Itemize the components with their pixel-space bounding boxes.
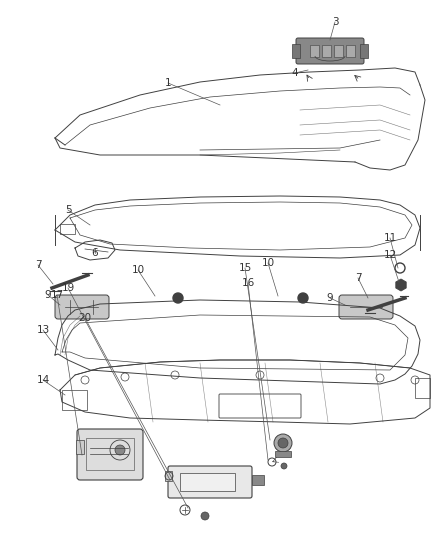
Text: 10: 10: [131, 265, 145, 275]
FancyBboxPatch shape: [296, 38, 364, 64]
Text: 17: 17: [50, 290, 64, 300]
Circle shape: [201, 512, 209, 520]
Text: 9: 9: [45, 290, 51, 300]
Bar: [346, 45, 355, 57]
Bar: [322, 45, 331, 57]
Circle shape: [115, 445, 125, 455]
Bar: [86, 438, 134, 470]
Text: 15: 15: [238, 263, 251, 273]
Text: 16: 16: [241, 278, 254, 288]
FancyBboxPatch shape: [168, 466, 252, 498]
Bar: [292, 44, 300, 58]
Bar: [415, 378, 430, 398]
Text: 4: 4: [292, 68, 298, 78]
Bar: [76, 440, 84, 454]
Text: 7: 7: [355, 273, 361, 283]
Bar: [310, 45, 319, 57]
Text: 13: 13: [36, 325, 49, 335]
Text: 6: 6: [92, 248, 98, 258]
Text: 11: 11: [383, 233, 397, 243]
Bar: [62, 390, 87, 410]
Circle shape: [274, 434, 292, 452]
Circle shape: [278, 438, 288, 448]
Bar: [275, 451, 291, 457]
Bar: [165, 471, 172, 481]
Circle shape: [298, 293, 308, 303]
Text: 10: 10: [261, 258, 275, 268]
Circle shape: [173, 293, 183, 303]
Text: 12: 12: [383, 250, 397, 260]
FancyBboxPatch shape: [339, 295, 393, 319]
Bar: [252, 475, 264, 485]
Text: 20: 20: [78, 313, 92, 323]
FancyBboxPatch shape: [55, 295, 109, 319]
Bar: [60, 224, 75, 234]
Text: 3: 3: [332, 17, 338, 27]
Bar: [334, 45, 343, 57]
Bar: [180, 473, 235, 491]
Text: 19: 19: [61, 283, 74, 293]
Text: 9: 9: [327, 293, 333, 303]
Text: 5: 5: [65, 205, 71, 215]
Circle shape: [281, 463, 287, 469]
Bar: [360, 44, 368, 58]
FancyBboxPatch shape: [77, 429, 143, 480]
Text: 14: 14: [36, 375, 49, 385]
Text: 1: 1: [165, 78, 171, 88]
Text: 7: 7: [35, 260, 41, 270]
